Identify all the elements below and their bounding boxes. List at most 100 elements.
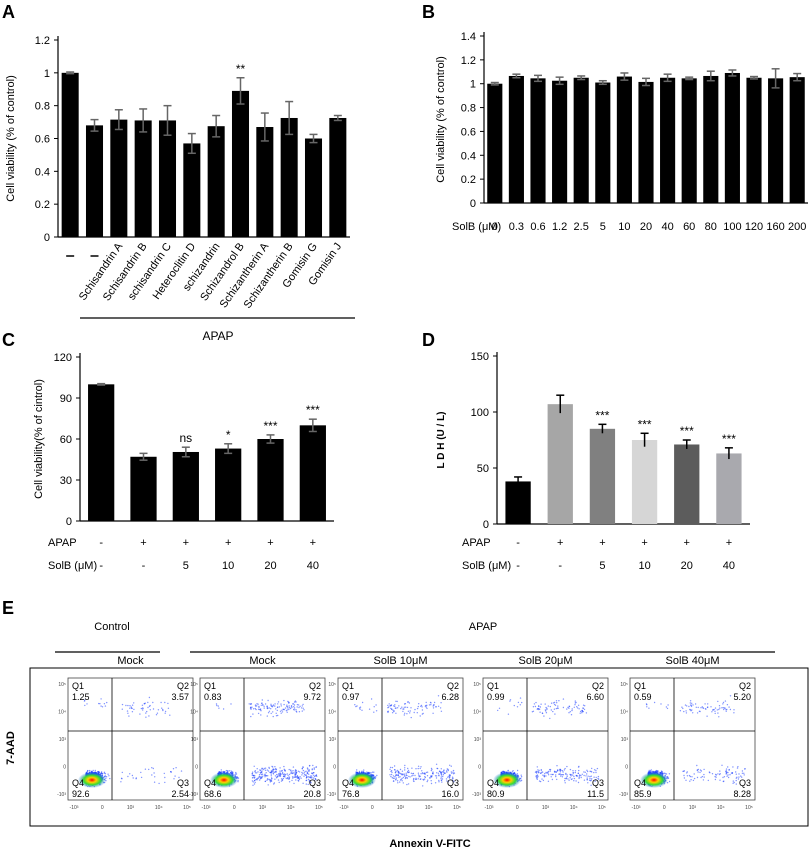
flow-dot xyxy=(260,771,263,773)
flow-dot xyxy=(237,777,240,779)
flow-dot xyxy=(451,772,453,774)
flow-dot xyxy=(550,702,553,704)
flow-dot xyxy=(158,782,160,785)
flow-dot xyxy=(405,706,407,708)
flow-dot xyxy=(89,769,91,772)
flow-dot xyxy=(144,702,146,704)
flow-dot xyxy=(253,777,256,779)
flow-plot: MockQ11.25Q23.57Q492.6Q32.54-10³-10³0010… xyxy=(57,655,194,811)
flow-plot-frame xyxy=(199,677,326,801)
flow-dot xyxy=(401,780,403,782)
flow-dot xyxy=(272,770,275,772)
panel-d-row-label: APAP xyxy=(462,537,491,549)
flow-dot xyxy=(581,773,583,775)
flow-dot xyxy=(403,703,406,705)
flow-dot xyxy=(283,765,285,768)
flow-dot xyxy=(278,774,281,776)
panel-c-row-label: SolB (μM) xyxy=(48,560,97,572)
panel-b-ytick-label: 0 xyxy=(470,198,476,210)
flow-dot xyxy=(558,773,560,775)
flow-q3-value: 20.8 xyxy=(303,789,321,799)
flow-dot xyxy=(276,709,278,712)
flow-dot xyxy=(152,767,154,770)
flow-dot xyxy=(169,714,171,716)
flow-q4-value: 92.6 xyxy=(72,789,90,799)
flow-dot xyxy=(101,773,104,775)
flow-dot xyxy=(140,707,143,710)
flow-dot xyxy=(295,701,297,703)
flow-dot xyxy=(431,776,433,778)
flow-dot xyxy=(573,706,575,708)
flow-dot xyxy=(284,770,286,772)
flow-dot xyxy=(417,765,420,767)
flow-dot xyxy=(282,777,285,780)
flow-dot xyxy=(131,707,133,710)
panel-c-ytick-label: 30 xyxy=(60,475,72,487)
flow-dot xyxy=(302,772,304,775)
flow-dot xyxy=(286,773,288,775)
flow-dot xyxy=(415,777,417,779)
flow-dot xyxy=(260,773,263,776)
panel-a-bar xyxy=(329,117,347,237)
flow-dot xyxy=(436,767,439,770)
flow-dot xyxy=(286,709,288,711)
panel-b-category-label: 0.3 xyxy=(509,221,524,233)
flow-dot xyxy=(121,703,124,706)
flow-dot xyxy=(391,771,393,774)
flow-dot xyxy=(435,777,438,779)
flow-dot xyxy=(288,778,290,780)
flow-dot xyxy=(388,703,390,705)
flow-q1-label: Q1 xyxy=(72,681,84,691)
flow-dot xyxy=(101,706,104,708)
flow-dot xyxy=(430,767,433,770)
flow-dot xyxy=(292,772,295,774)
flow-dot xyxy=(267,775,269,777)
panel-c-row-label: APAP xyxy=(48,537,77,549)
flow-dot xyxy=(298,706,300,709)
flow-y-tick-label: 10⁴ xyxy=(328,710,336,716)
flow-dot xyxy=(555,774,557,776)
flow-dot xyxy=(408,702,411,704)
flow-y-tick-label: 10⁵ xyxy=(190,682,198,688)
flow-plot: MockQ10.83Q29.72Q468.6Q320.8-10³-10³0010… xyxy=(189,655,326,811)
flow-dot xyxy=(281,709,283,711)
flow-dot xyxy=(230,770,233,772)
flow-dot xyxy=(585,775,587,777)
flow-dot xyxy=(393,769,396,771)
flow-dot xyxy=(235,773,238,775)
flow-dot xyxy=(432,712,434,714)
panel-d-bar xyxy=(631,440,658,524)
flow-dot xyxy=(278,781,280,784)
flow-dot xyxy=(300,777,302,779)
flow-q1-label: Q1 xyxy=(342,681,354,691)
flow-dot xyxy=(308,773,310,775)
panel-d-annotation: *** xyxy=(595,408,609,422)
flow-dot xyxy=(580,776,582,779)
panel-c-bar xyxy=(88,384,115,521)
flow-dot xyxy=(265,772,267,774)
flow-dot xyxy=(285,773,287,776)
panel-d-row-value: 40 xyxy=(723,560,735,572)
panel-a-bar xyxy=(85,125,104,237)
flow-dot xyxy=(402,782,404,784)
flow-dot xyxy=(252,776,254,779)
flow-plot-title: SolB 20μM xyxy=(518,655,572,667)
flow-dot xyxy=(375,710,378,712)
flow-dot xyxy=(270,777,273,779)
flow-y-tick-label: -10³ xyxy=(189,792,198,798)
flow-dot xyxy=(151,774,153,776)
flow-dot xyxy=(131,704,134,706)
flow-dot xyxy=(556,778,558,781)
flow-dot xyxy=(430,780,432,782)
panel-d-ytick-label: 0 xyxy=(483,519,489,531)
flow-dot xyxy=(394,704,396,706)
panel-c-row-value: + xyxy=(140,537,146,549)
flow-dot xyxy=(545,712,548,714)
flow-dot xyxy=(129,707,131,709)
panel-b-category-label: 0 xyxy=(492,221,498,233)
flow-dot xyxy=(307,776,310,778)
flow-y-tick-label: 10⁵ xyxy=(58,682,66,688)
flow-dot xyxy=(99,703,101,705)
flow-dot xyxy=(86,703,88,705)
panel-letter-A: A xyxy=(2,2,15,22)
